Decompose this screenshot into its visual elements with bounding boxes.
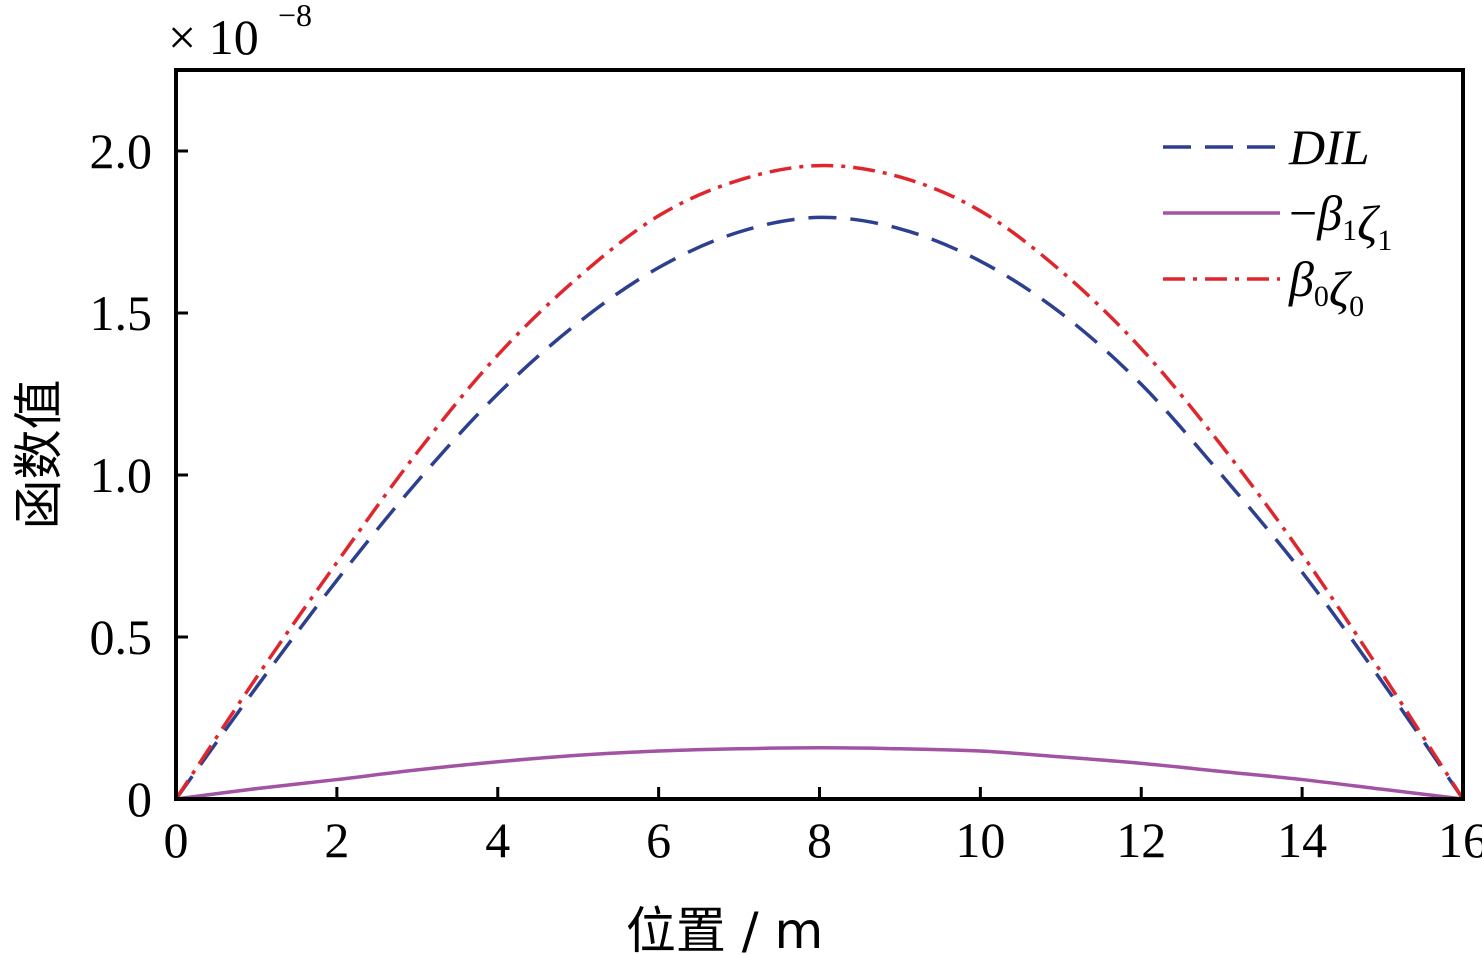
y-tick-label: 1.5 [90, 285, 153, 341]
y-tick-label: 0.5 [90, 609, 153, 665]
y-tick-label: 0 [127, 771, 152, 827]
plot-frame [174, 68, 1465, 801]
x-tick-label: 2 [324, 812, 349, 868]
x-axis-title: 位置 / m [626, 902, 823, 955]
legend-subscript: 0 [1314, 280, 1329, 313]
legend-subscript: 0 [1349, 290, 1364, 323]
legend-label-0: DIL [1288, 119, 1370, 175]
x-tick-label: 4 [485, 812, 510, 868]
legend-subscript: 1 [1377, 224, 1392, 257]
legend-symbol: ζ [1329, 261, 1353, 317]
series-line-2 [174, 163, 1465, 800]
legend-symbol: β [1316, 185, 1342, 241]
series-line-0 [174, 215, 1465, 801]
series-line-1 [175, 746, 1464, 801]
y-scale-exponent: −8 [278, 0, 312, 33]
legend-symbol: DIL [1288, 119, 1370, 175]
legend-prefix: − [1289, 185, 1317, 241]
legend-label-2: β0ζ0 [1288, 251, 1364, 323]
y-tick-label: 2.0 [90, 123, 153, 179]
series-layer [174, 163, 1465, 801]
x-tick-label: 10 [955, 812, 1005, 868]
x-tick-label: 12 [1116, 812, 1166, 868]
x-tick-label: 8 [807, 812, 832, 868]
x-tick-label: 14 [1277, 812, 1327, 868]
y-scale-multiplier: × 10 [168, 9, 259, 65]
legend-symbol: β [1288, 251, 1314, 307]
legend-label-1: −β1ζ1 [1289, 185, 1392, 257]
x-tick-label: 0 [164, 812, 189, 868]
x-tick-label: 16 [1438, 812, 1482, 868]
legend-subscript: 1 [1342, 214, 1357, 247]
y-axis-title: 函数值 [10, 380, 68, 530]
y-tick-label: 1.0 [90, 447, 153, 503]
x-tick-label: 6 [646, 812, 671, 868]
legend-symbol: ζ [1357, 195, 1381, 251]
